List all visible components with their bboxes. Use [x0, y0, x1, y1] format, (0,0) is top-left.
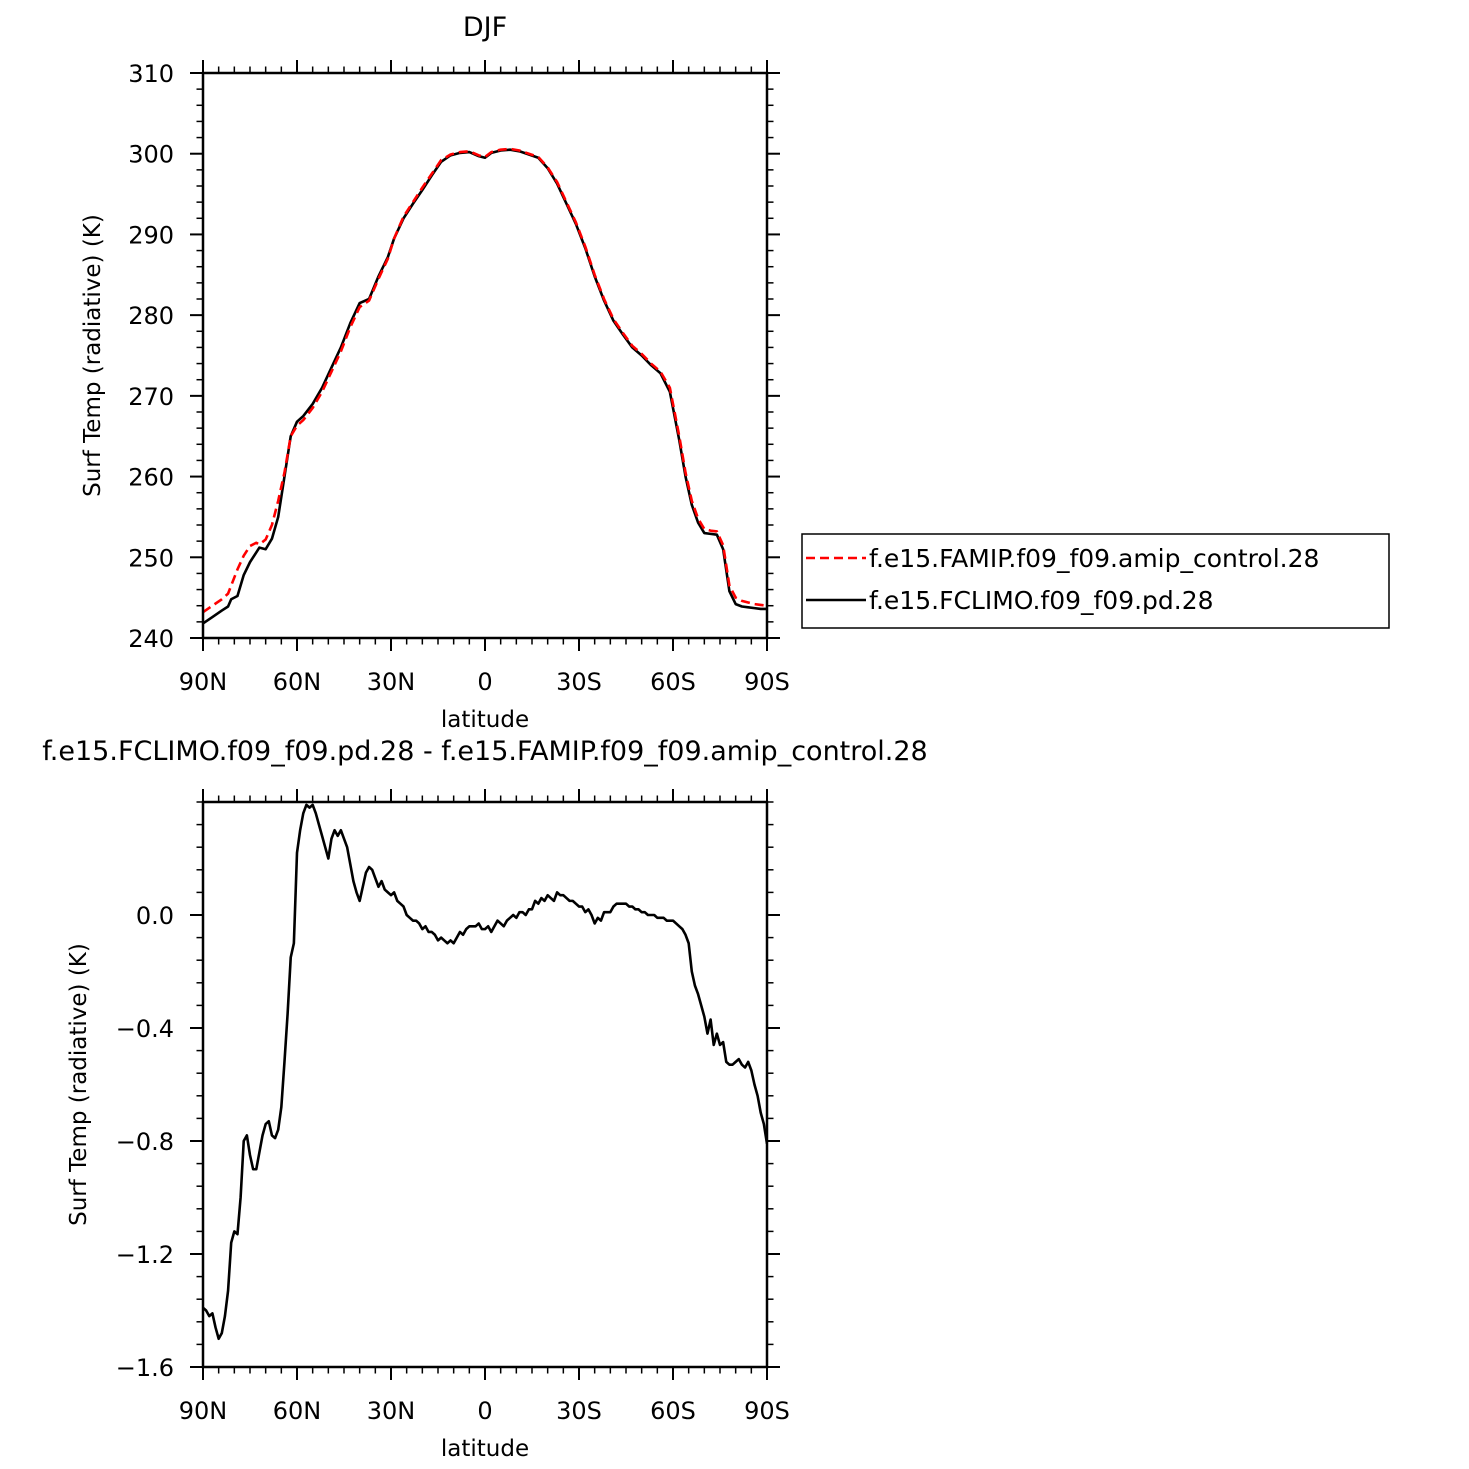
y-tick-label: 290 — [128, 221, 174, 249]
x-tick-label: 0 — [477, 668, 492, 696]
y-tick-label: 250 — [128, 544, 174, 572]
x-tick-label: 30N — [367, 668, 416, 696]
x-tick-label: 0 — [477, 1397, 492, 1425]
x-tick-label: 30S — [556, 668, 602, 696]
x-tick-label: 90N — [179, 1397, 228, 1425]
y-tick-label: 240 — [128, 625, 174, 653]
chart-title: DJF — [463, 12, 507, 43]
chart-title: f.e15.FCLIMO.f09_f09.pd.28 - f.e15.FAMIP… — [42, 736, 927, 767]
series-line-0 — [203, 147, 767, 614]
top-panel-djf: DJF 90N 60N 30N 0 30S 60S 90S 240 250 260 270 280 290… — [80, 12, 790, 733]
y-axis-label: Surf Temp (radiative) (K) — [80, 214, 106, 497]
legend-label-0: f.e15.FAMIP.f09_f09.amip_control.28 — [869, 544, 1319, 573]
x-tick-label: 60N — [273, 1397, 322, 1425]
x-tick-label: 60S — [650, 668, 696, 696]
x-axis-label: latitude — [441, 1436, 529, 1462]
plot-frame — [201, 71, 769, 640]
x-tick-label: 60N — [273, 668, 322, 696]
y-tick-label: 310 — [128, 60, 174, 88]
legend: f.e15.FAMIP.f09_f09.amip_control.28 f.e15… — [801, 533, 1390, 629]
x-tick-label: 30N — [367, 1397, 416, 1425]
legend-box — [801, 533, 1390, 629]
bottom-panel-difference: f.e15.FCLIMO.f09_f09.pd.28 - f.e15.FAMIP… — [42, 736, 927, 1462]
series-line-0 — [203, 803, 767, 1341]
y-axis-label: Surf Temp (radiative) (K) — [66, 943, 92, 1226]
x-tick-label: 30S — [556, 1397, 602, 1425]
x-axis-label: latitude — [441, 707, 529, 733]
y-tick-label: −0.8 — [116, 1128, 174, 1156]
x-tick-label: 60S — [650, 1397, 696, 1425]
x-tick-label: 90S — [744, 668, 790, 696]
y-tick-label: −1.2 — [116, 1241, 174, 1269]
x-tick-label: 90N — [179, 668, 228, 696]
y-tick-label: 0.0 — [136, 902, 174, 930]
y-tick-label: 300 — [128, 141, 174, 169]
series-line-1 — [203, 148, 767, 625]
plot-frame — [201, 800, 769, 1369]
x-tick-label: 90S — [744, 1397, 790, 1425]
y-tick-label: −1.6 — [116, 1354, 174, 1382]
legend-label-1: f.e15.FCLIMO.f09_f09.pd.28 — [869, 586, 1214, 615]
y-tick-label: 270 — [128, 383, 174, 411]
y-tick-label: −0.4 — [116, 1015, 174, 1043]
y-tick-label: 260 — [128, 464, 174, 492]
y-tick-label: 280 — [128, 302, 174, 330]
